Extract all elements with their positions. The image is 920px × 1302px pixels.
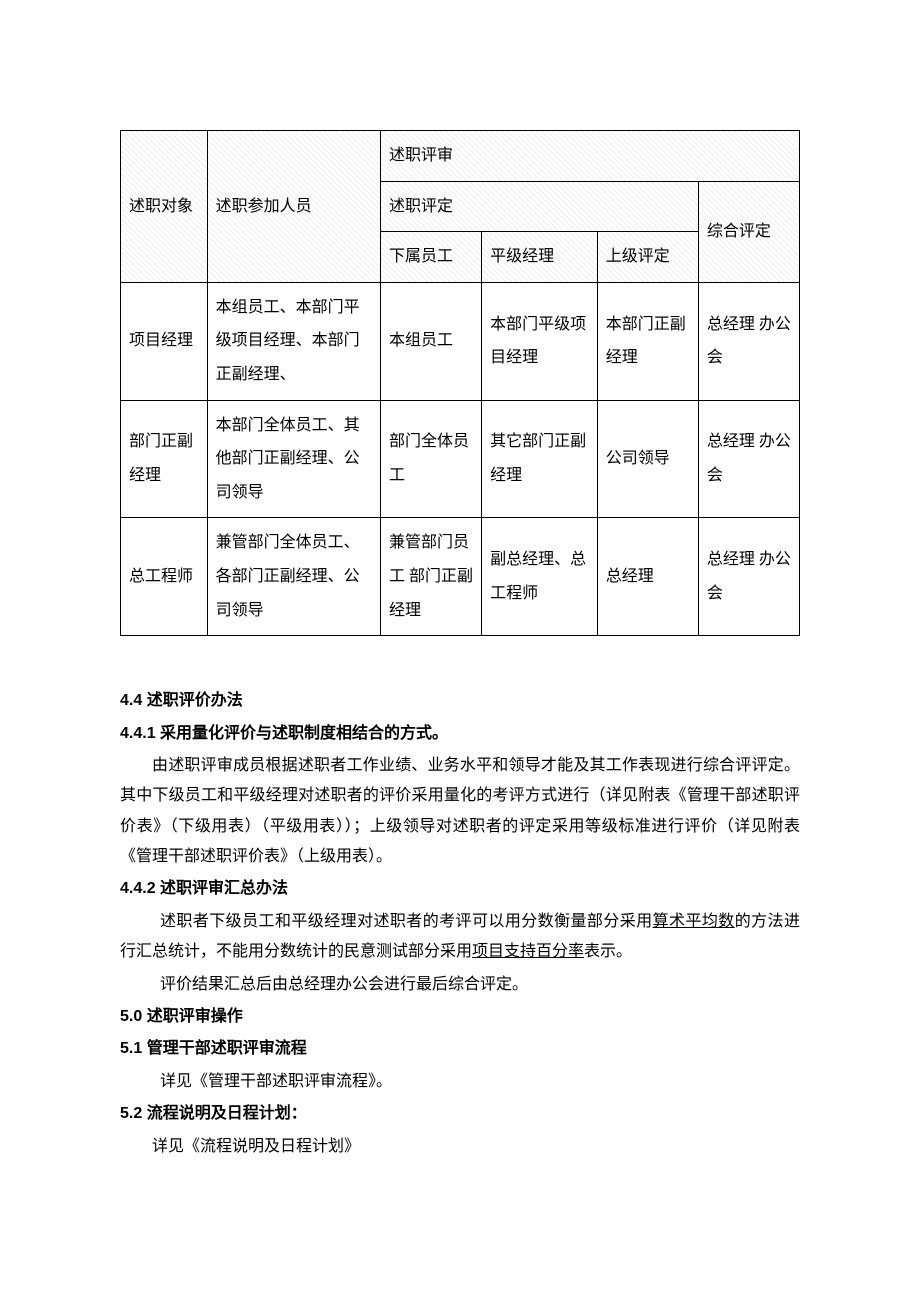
heading-4-4-1: 4.4.1 采用量化评价与述职制度相结合的方式。 (120, 719, 800, 749)
table-row: 部门正副经理 本部门全体员工、其他部门正副经理、公司领导 部门全体员工 其它部门… (121, 400, 800, 518)
cell-peer: 其它部门正副经理 (482, 400, 598, 518)
paragraph-5-1: 详见《管理干部述职评审流程》。 (120, 1067, 800, 1097)
heading-4-4-2: 4.4.2 述职评审汇总办法 (120, 874, 800, 904)
th-comprehensive: 综合评定 (698, 181, 799, 282)
table-row: 总工程师 兼管部门全体员工、各部门正副经理、公司领导 兼管部门员工 部门正副经理… (121, 518, 800, 636)
th-sub2: 平级经理 (482, 232, 598, 283)
cell-target: 项目经理 (121, 282, 208, 400)
table-row: 项目经理 本组员工、本部门平级项目经理、本部门正副经理、 本组员工 本部门平级项… (121, 282, 800, 400)
cell-substaff: 本组员工 (381, 282, 482, 400)
heading-5-1: 5.1 管理干部述职评审流程 (120, 1034, 800, 1064)
heading-4-4: 4.4 述职评价办法 (120, 686, 800, 716)
cell-participants: 本组员工、本部门平级项目经理、本部门正副经理、 (207, 282, 380, 400)
th-target: 述职对象 (121, 131, 208, 283)
cell-comp: 总经理 办公会 (698, 400, 799, 518)
cell-comp: 总经理 办公会 (698, 518, 799, 636)
cell-substaff: 部门全体员工 (381, 400, 482, 518)
cell-superior: 公司领导 (597, 400, 698, 518)
cell-participants: 兼管部门全体员工、各部门正副经理、公司领导 (207, 518, 380, 636)
th-participants: 述职参加人员 (207, 131, 380, 283)
cell-peer: 副总经理、总工程师 (482, 518, 598, 636)
review-table: 述职对象 述职参加人员 述职评审 述职评定 综合评定 下属员工 平级经理 上级评… (120, 130, 800, 636)
cell-peer: 本部门平级项目经理 (482, 282, 598, 400)
paragraph-4-4-2a: 述职者下级员工和平级经理对述职者的考评可以用分数衡量部分采用算术平均数的方法进行… (120, 907, 800, 968)
paragraph-4-4-2b: 评价结果汇总后由总经理办公会进行最后综合评定。 (120, 970, 800, 1000)
cell-superior: 总经理 (597, 518, 698, 636)
th-sub1: 下属员工 (381, 232, 482, 283)
section-4-4: 4.4 述职评价办法 4.4.1 采用量化评价与述职制度相结合的方式。 由述职评… (120, 686, 800, 1162)
paragraph-4-4-1: 由述职评审成员根据述职者工作业绩、业务水平和领导才能及其工作表现进行综合评评定。… (120, 751, 800, 873)
cell-target: 总工程师 (121, 518, 208, 636)
cell-superior: 本部门正副经理 (597, 282, 698, 400)
heading-5-0: 5.0 述职评审操作 (120, 1002, 800, 1032)
cell-participants: 本部门全体员工、其他部门正副经理、公司领导 (207, 400, 380, 518)
text-suffix: 表示。 (584, 943, 632, 960)
underline-support: 项目支持百分率 (472, 943, 584, 960)
cell-target: 部门正副经理 (121, 400, 208, 518)
underline-avg: 算术平均数 (653, 913, 735, 930)
th-eval: 述职评定 (381, 181, 699, 232)
text-prefix: 述职者下级员工和平级经理对述职者的考评可以用分数衡量部分采用 (160, 913, 653, 930)
cell-substaff: 兼管部门员工 部门正副经理 (381, 518, 482, 636)
th-sub3: 上级评定 (597, 232, 698, 283)
th-review: 述职评审 (381, 131, 800, 182)
cell-comp: 总经理 办公会 (698, 282, 799, 400)
paragraph-5-2: 详见《流程说明及日程计划》 (120, 1132, 800, 1162)
heading-5-2: 5.2 流程说明及日程计划： (120, 1099, 800, 1129)
